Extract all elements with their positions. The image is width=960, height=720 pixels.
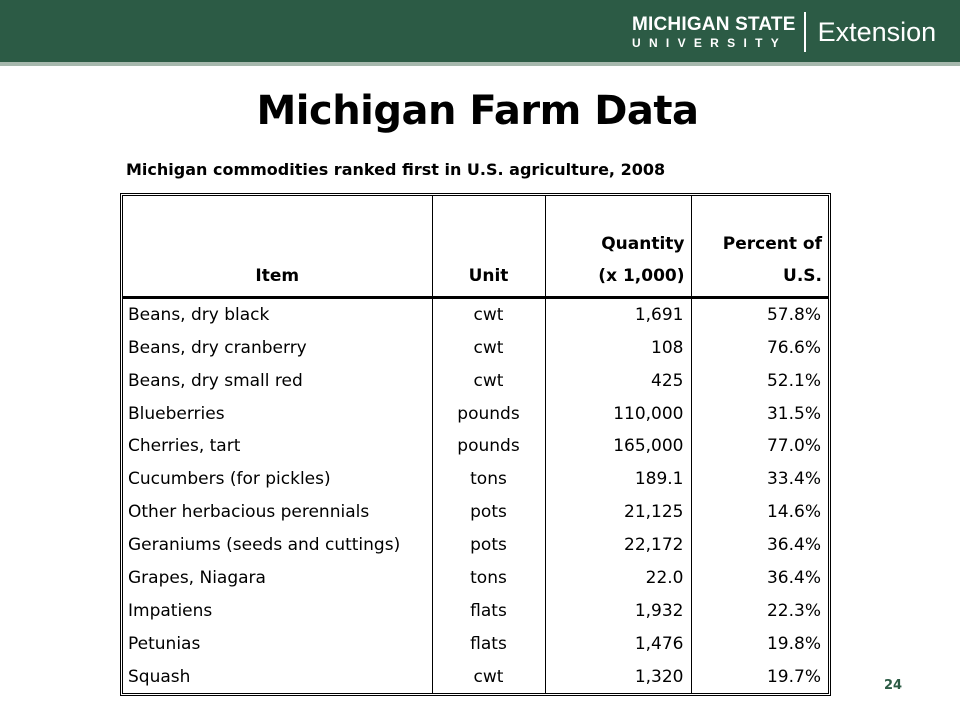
cell-unit: pots <box>432 495 546 529</box>
cell-quantity: 165,000 <box>545 429 692 463</box>
cell-item: Beans, dry black <box>123 297 433 332</box>
table-row: Blueberries pounds 110,000 31.5% <box>123 397 828 430</box>
table-row: Other herbacious perennials pots 21,125 … <box>123 495 828 529</box>
cell-item: Cherries, tart <box>123 429 433 463</box>
commodities-table: Item Unit Quantity (x 1,000) Percent of U.… <box>120 193 831 696</box>
cell-unit: cwt <box>432 364 546 398</box>
cell-percent: 57.8% <box>766 304 821 325</box>
cell-quantity: 189.1 <box>545 462 692 496</box>
table-row: Beans, dry small red cwt 425 52.1% <box>123 364 828 398</box>
cell-quantity: 110,000 <box>545 397 692 430</box>
quantity-header-line1: Quantity <box>601 233 685 254</box>
cell-percent: 19.8% <box>766 633 821 654</box>
msu-wordmark: MICHIGAN STATE UNIVERSITY <box>632 14 796 51</box>
brand-extension: Extension <box>817 16 937 47</box>
header-bar: MICHIGAN STATE UNIVERSITY Extension <box>0 0 960 66</box>
table-row: Geraniums (seeds and cuttings) pots 22,1… <box>123 528 828 562</box>
page-number: 24 <box>884 678 903 693</box>
column-header-quantity: Quantity (x 1,000) <box>545 196 692 299</box>
brand-divider <box>803 12 806 52</box>
table-row: Squash cwt 1,320 19.7% <box>123 660 828 693</box>
percent-header-line1: Percent of <box>722 233 822 254</box>
column-header-percent: Percent of U.S. <box>691 196 828 299</box>
cell-unit: tons <box>432 561 546 595</box>
cell-unit: tons <box>432 462 546 496</box>
cell-percent: 14.6% <box>766 502 821 523</box>
table-row: Petunias flats 1,476 19.8% <box>123 627 828 660</box>
cell-unit: cwt <box>432 660 546 693</box>
cell-unit: pounds <box>432 429 546 463</box>
table-row: Beans, dry cranberry cwt 108 76.6% <box>123 331 828 365</box>
cell-percent: 36.4% <box>766 567 821 588</box>
cell-unit: pots <box>432 528 546 562</box>
cell-quantity: 22.0 <box>545 561 692 595</box>
cell-quantity: 1,320 <box>545 660 692 693</box>
cell-quantity: 108 <box>545 331 692 365</box>
brand-line1: MICHIGAN STATE <box>632 13 796 35</box>
cell-quantity: 1,691 <box>545 297 692 332</box>
cell-percent: 22.3% <box>766 600 821 621</box>
cell-item: Beans, dry small red <box>123 364 433 398</box>
cell-item: Cucumbers (for pickles) <box>123 462 433 496</box>
cell-quantity: 1,476 <box>545 627 692 660</box>
cell-item: Petunias <box>123 627 433 660</box>
cell-percent: 77.0% <box>766 436 821 457</box>
cell-percent: 36.4% <box>766 534 821 555</box>
table-row: Cherries, tart pounds 165,000 77.0% <box>123 429 828 463</box>
cell-item: Other herbacious perennials <box>123 495 433 529</box>
cell-percent: 19.7% <box>766 666 821 687</box>
page-title: Michigan Farm Data <box>256 88 699 134</box>
cell-percent: 33.4% <box>766 469 821 490</box>
table-caption: Michigan commodities ranked first in U.S… <box>126 160 666 179</box>
table-row: Beans, dry black cwt 1,691 57.8% <box>123 297 828 332</box>
cell-quantity: 1,932 <box>545 594 692 628</box>
table-row: Impatiens flats 1,932 22.3% <box>123 594 828 628</box>
cell-percent: 76.6% <box>766 337 821 358</box>
cell-item: Beans, dry cranberry <box>123 331 433 365</box>
cell-quantity: 22,172 <box>545 528 692 562</box>
cell-unit: cwt <box>432 331 546 365</box>
brand-line2: UNIVERSITY <box>632 35 788 50</box>
cell-item: Grapes, Niagara <box>123 561 433 595</box>
cell-percent: 52.1% <box>766 370 821 391</box>
cell-quantity: 21,125 <box>545 495 692 529</box>
cell-item: Squash <box>123 660 433 693</box>
cell-unit: flats <box>432 627 546 660</box>
cell-item: Impatiens <box>123 594 433 628</box>
column-header-unit: Unit <box>432 196 546 299</box>
table-header-row: Item Unit Quantity (x 1,000) Percent of U.… <box>123 196 828 299</box>
cell-unit: flats <box>432 594 546 628</box>
msu-extension-logo: MICHIGAN STATE UNIVERSITY Extension <box>632 8 936 56</box>
cell-unit: pounds <box>432 397 546 430</box>
column-header-item: Item <box>123 196 433 299</box>
table-row: Grapes, Niagara tons 22.0 36.4% <box>123 561 828 595</box>
cell-percent: 31.5% <box>766 403 821 424</box>
percent-header-line2: U.S. <box>783 265 822 286</box>
cell-unit: cwt <box>432 297 546 332</box>
quantity-header-line2: (x 1,000) <box>598 265 685 286</box>
table-row: Cucumbers (for pickles) tons 189.1 33.4% <box>123 462 828 496</box>
cell-quantity: 425 <box>545 364 692 398</box>
cell-item: Geraniums (seeds and cuttings) <box>123 528 433 562</box>
cell-item: Blueberries <box>123 397 433 430</box>
